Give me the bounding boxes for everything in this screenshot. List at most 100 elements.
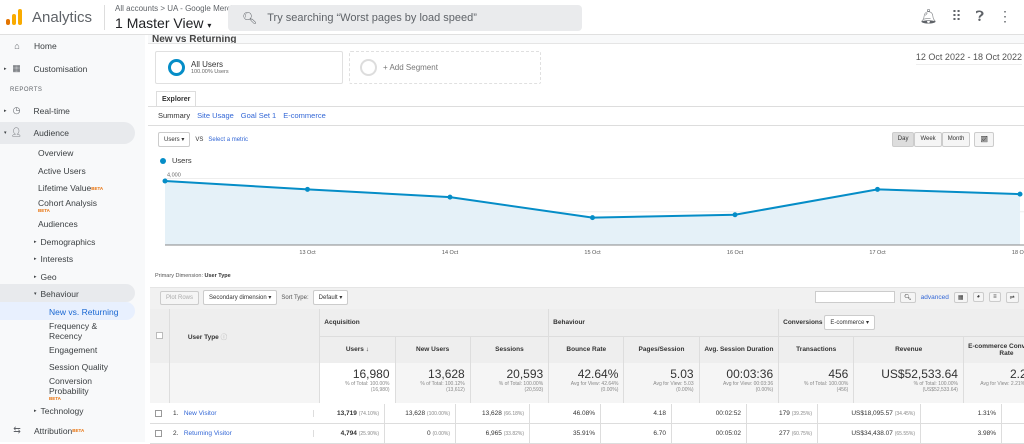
sort-type-select[interactable]: Default ▾ <box>312 290 349 305</box>
column-header[interactable]: Avg. Session Duration <box>699 335 780 363</box>
column-header[interactable]: Transactions <box>778 335 855 363</box>
performance-view-icon[interactable]: ≡ <box>989 292 1001 302</box>
row-user-type-link[interactable]: New Visitor <box>183 410 217 417</box>
sidebar-item-home[interactable]: ⌂ Home <box>10 41 56 51</box>
beta-badge: BETA <box>49 396 61 401</box>
sidebar-item-demographics[interactable]: ▸ Demographics <box>34 237 96 247</box>
week-button[interactable]: Week <box>914 132 942 147</box>
row-checkbox[interactable] <box>155 430 162 437</box>
sidebar-item-overview[interactable]: Overview <box>38 148 74 158</box>
sidebar-item-engagement[interactable]: Engagement <box>49 345 98 355</box>
table-search-icon[interactable]: 🔍︎ <box>900 291 916 303</box>
beta-badge: BETA <box>38 208 50 213</box>
row-cell: 4,794 (25.90%) <box>314 423 385 444</box>
sidebar-item-cohort-analysis[interactable]: Cohort Analysis BETA <box>38 198 97 213</box>
column-header[interactable]: New Users <box>395 335 471 363</box>
subtab-site-usage[interactable]: Site Usage <box>197 111 234 120</box>
row-cell: 4.18 <box>601 403 672 424</box>
pie-view-icon[interactable]: ◕ <box>972 292 985 302</box>
legend-dot <box>160 157 166 164</box>
label: Default <box>318 295 338 301</box>
sidebar-item-geo[interactable]: ▸ Geo <box>34 272 57 282</box>
row-cell: 13,628 (100.00%) <box>385 403 456 424</box>
help-icon[interactable]: ❓︎ <box>975 8 984 24</box>
total-cell: 16,980% of Total: 100.00% (16,980) <box>319 363 396 403</box>
sidebar-item-frequency-recency[interactable]: Frequency & Recency <box>49 321 98 341</box>
column-header[interactable]: E-commerce Conversion Rate <box>963 335 1024 363</box>
sidebar-item-active-users[interactable]: Active Users <box>38 166 86 176</box>
label: Geo <box>40 272 57 282</box>
metric-select[interactable]: Users ▾ <box>158 132 191 147</box>
sidebar-item-realtime[interactable]: ▸ ◷ Real-time <box>4 105 70 116</box>
sidebar-item-customisation[interactable]: ▸ ▦ Customisation <box>4 63 88 74</box>
account-selector[interactable]: All accounts > UA - Google Merchandi... … <box>104 3 258 30</box>
table-row: 1. New Visitor 13,719 (74.10%) 13,628 (100… <box>150 403 1024 424</box>
area-fill <box>165 181 1020 245</box>
sidebar-item-lifetime-value[interactable]: Lifetime Value BETA <box>38 183 103 193</box>
total-cell: 13,628% of Total: 100.12% (13,612) <box>395 363 471 403</box>
sidebar-item-technology[interactable]: ▸ Technology <box>34 406 84 416</box>
search-bar[interactable]: 🔍︎ Try searching “Worst pages by load spe… <box>228 5 582 31</box>
segment-all-users[interactable]: All Users 100.00% Users <box>155 51 343 84</box>
sidebar-item-audiences[interactable]: Audiences <box>38 219 78 229</box>
table-search-input[interactable] <box>815 291 895 303</box>
month-button[interactable]: Month <box>941 132 971 147</box>
dimension-header[interactable]: User Type ⓘ <box>169 309 321 363</box>
column-header[interactable]: Revenue <box>853 335 964 363</box>
label: Secondary dimension <box>209 295 267 301</box>
tab-explorer[interactable]: Explorer <box>156 91 197 107</box>
x-tick-label: 16 Oct <box>727 250 744 256</box>
data-point <box>1017 191 1023 197</box>
sidebar-item-audience[interactable]: ▾ 👤︎ Audience <box>4 127 69 138</box>
table-view-icon[interactable]: ▦ <box>953 291 968 303</box>
label: Attribution <box>34 425 73 436</box>
data-point <box>732 212 738 218</box>
home-icon: ⌂ <box>14 41 20 51</box>
label: Demographics <box>40 237 96 247</box>
select-metric-link[interactable]: Select a metric <box>208 136 249 143</box>
column-header[interactable]: Pages/Session <box>623 335 700 363</box>
subtab-ecommerce[interactable]: E-commerce <box>283 111 326 120</box>
add-segment-button[interactable]: + Add Segment <box>349 51 541 84</box>
day-button[interactable]: Day <box>891 132 915 147</box>
row-checkbox[interactable] <box>155 410 162 417</box>
totals-blank <box>150 363 170 403</box>
sidebar-item-behaviour[interactable]: ▾ Behaviour <box>34 289 79 299</box>
sidebar-item-conversion-probability[interactable]: Conversion Probability BETA <box>49 376 119 401</box>
date-range-picker[interactable]: 12 Oct 2022 - 18 Oct 2022 <box>915 52 1022 65</box>
account-breadcrumb: All accounts > UA - Google Merchandi... <box>115 3 258 13</box>
row-user-type-link[interactable]: Returning Visitor <box>183 430 232 437</box>
subtab-summary[interactable]: Summary <box>158 111 191 120</box>
label: Real-time <box>33 105 70 116</box>
apps-icon[interactable]: ⠿ <box>951 8 962 24</box>
row-cell: 3.98% <box>921 423 1002 444</box>
row-cell: 00:05:02 <box>672 423 747 444</box>
column-header[interactable]: Bounce Rate <box>548 335 625 363</box>
column-header[interactable]: Users ↓ <box>319 335 396 363</box>
plot-rows-button[interactable]: Plot Rows <box>160 290 200 305</box>
more-icon[interactable]: ⋮ <box>998 8 1012 24</box>
advanced-link[interactable]: advanced <box>920 293 949 301</box>
sidebar-item-new-vs-returning[interactable]: New vs. Returning <box>49 307 119 317</box>
row-cell: US$18,095.57 (34.45%) <box>818 403 921 424</box>
segment-sub: 100.00% Users <box>191 69 229 75</box>
sidebar-item-attribution[interactable]: ⇆ Attribution BETA <box>10 425 84 436</box>
sidebar-item-interests[interactable]: ▸ Interests <box>34 254 74 264</box>
subtab-goal-set-1[interactable]: Goal Set 1 <box>240 111 277 120</box>
label: Technology <box>40 406 84 416</box>
line-chart-icon[interactable]: 📈︎ <box>974 132 994 147</box>
select-all-checkbox[interactable] <box>155 331 163 339</box>
select-all-cell <box>150 309 170 363</box>
row-cell: 00:02:52 <box>672 403 747 424</box>
bell-icon[interactable]: 🔔︎ <box>919 8 938 24</box>
comparison-view-icon[interactable]: ⇌ <box>1005 291 1019 303</box>
secondary-dimension-select[interactable]: Secondary dimension ▾ <box>203 290 278 305</box>
group-behaviour: Behaviour <box>548 309 780 336</box>
grid-icon: ▦ <box>12 63 21 73</box>
caret-down-icon: ▾ <box>207 20 212 30</box>
label: Conversion Probability <box>49 376 92 396</box>
total-cell: 456% of Total: 100.00% (456) <box>778 363 855 403</box>
column-header[interactable]: Sessions <box>470 335 550 363</box>
sidebar-item-session-quality[interactable]: Session Quality <box>49 362 109 372</box>
conversions-select[interactable]: E-commerce ▾ <box>824 314 876 330</box>
